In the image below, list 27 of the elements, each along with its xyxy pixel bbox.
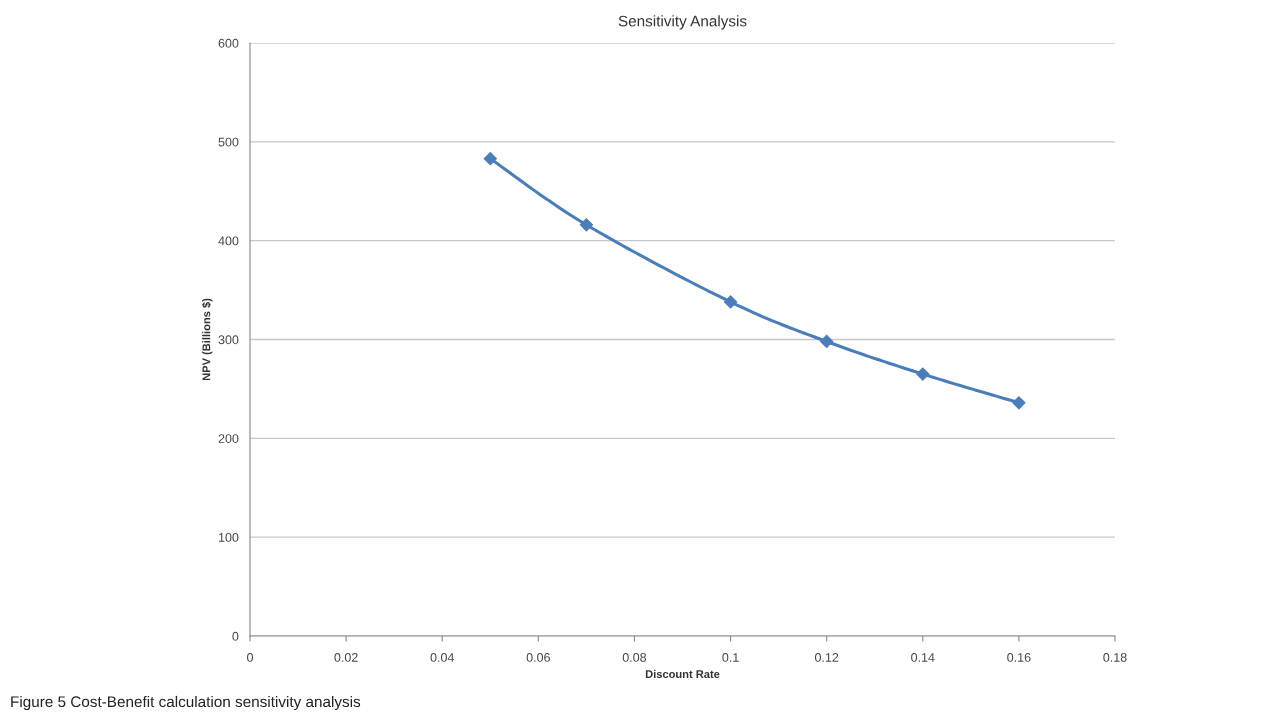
x-tick-label: 0.08 [622, 653, 647, 662]
chart-title: Sensitivity Analysis [618, 15, 747, 30]
x-tick-label: 0.1 [722, 653, 739, 662]
y-axis-title: NPV (Billions $) [201, 298, 213, 381]
point [723, 295, 738, 309]
x-tick-label: 0.06 [526, 653, 550, 662]
caption: Figure 5 Cost-Benefit calculation sensitivity analysis [11, 695, 361, 711]
x-tick-label: 0.02 [334, 653, 358, 662]
x-tick-label: 0.14 [911, 653, 935, 662]
point [820, 334, 834, 349]
y-tick-label: 0 [232, 631, 239, 641]
x-tick-label: 0.18 [1103, 653, 1127, 662]
point [579, 218, 593, 232]
y-tick-label: 100 [218, 532, 239, 542]
point [916, 367, 930, 381]
x-tick-label: 0.12 [814, 653, 839, 662]
point [483, 152, 497, 166]
y-tick-label: 300 [218, 335, 239, 345]
point [1012, 396, 1026, 410]
y-tick-label: 500 [218, 137, 239, 147]
x-tick-label: 0.16 [1007, 653, 1031, 662]
y-tick-label: 400 [218, 236, 239, 246]
y-tick-label: 200 [218, 434, 239, 443]
x-axis-title: Discount Rate [645, 669, 720, 679]
x-tick-label: 0.04 [430, 653, 455, 662]
y-tick-label: 600 [218, 38, 239, 48]
x-tick-label: 0 [247, 653, 253, 662]
